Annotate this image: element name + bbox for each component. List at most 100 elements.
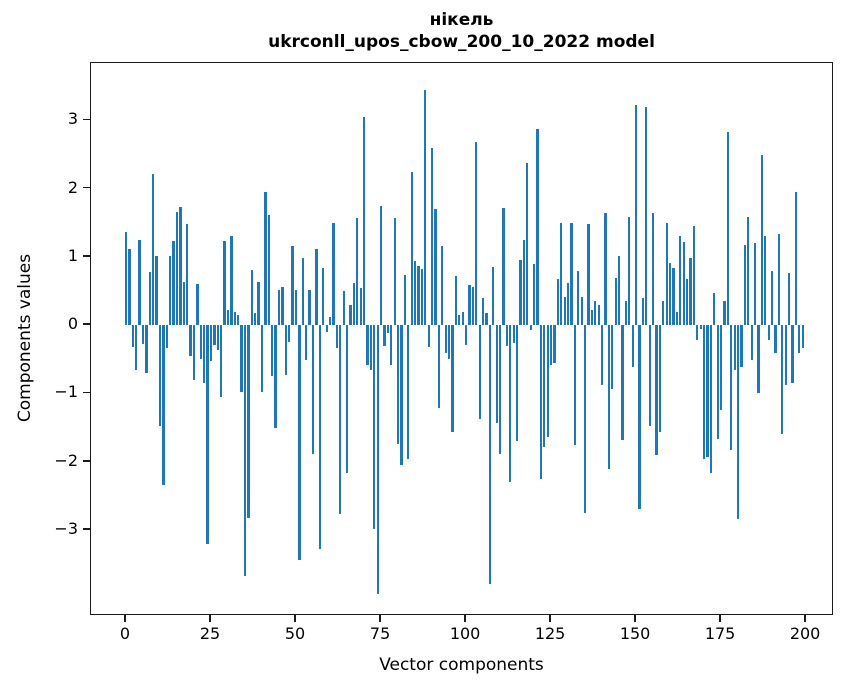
bar-component-153 [645,107,648,326]
bar-component-122 [539,325,543,480]
bar-component-47 [284,325,287,375]
bar-component-74 [376,325,379,595]
bar-component-16 [179,207,182,326]
bar-component-131 [570,223,573,326]
bar-component-25 [209,325,213,362]
bar-component-90 [430,148,434,326]
bar-component-160 [668,263,672,326]
bar-component-169 [699,325,702,329]
bar-component-14 [172,241,175,326]
y-tick-mark-3 [83,118,90,121]
x-tick-mark-75 [379,615,381,622]
bar-component-1 [128,248,131,326]
bar-component-162 [675,311,679,326]
bar-component-17 [182,282,185,326]
bar-component-46 [281,286,284,326]
x-tick-label-200: 200 [789,624,821,643]
bar-component-183 [747,216,750,326]
bar-component-125 [549,325,553,365]
bar-component-32 [233,311,236,326]
x-tick-label-50: 50 [284,624,306,643]
bar-component-159 [665,223,668,326]
bar-component-170 [702,325,706,459]
bar-component-143 [611,325,614,389]
bar-component-34 [240,325,243,393]
bar-component-134 [580,296,583,326]
bar-component-13 [169,255,172,326]
bar-component-175 [719,325,723,410]
bar-component-80 [396,325,400,444]
bar-component-149 [631,325,634,367]
y-tick-label-2: 2 [67,177,78,197]
bar-component-151 [638,325,641,510]
bar-component-167 [692,226,696,326]
bar-component-0 [124,231,128,326]
bar-component-66 [349,304,352,326]
bar-component-38 [254,312,257,326]
bar-component-102 [471,286,475,326]
bar-component-101 [468,284,471,326]
bar-component-12 [165,325,168,349]
bar-component-178 [730,325,733,451]
bar-component-50 [294,289,298,326]
bar-component-56 [315,249,318,326]
bar-component-18 [186,224,189,326]
bar-component-40 [260,325,264,393]
bar-component-137 [590,309,594,326]
bar-component-48 [288,325,291,342]
bar-component-75 [379,205,383,326]
bar-component-171 [706,325,709,457]
bar-component-93 [441,246,444,326]
bar-component-73 [373,325,376,530]
bar-component-24 [206,325,209,545]
bar-component-51 [298,325,301,561]
bar-component-41 [264,192,267,326]
bar-component-65 [345,325,349,474]
bar-component-92 [437,325,441,409]
bar-component-115 [515,325,519,441]
bar-component-128 [560,222,563,326]
bar-component-72 [369,325,373,371]
bar-component-77 [386,325,390,334]
bar-component-54 [308,289,311,326]
bar-component-148 [628,216,631,326]
y-tick-label--1: −1 [54,382,78,402]
bar-component-173 [713,293,716,326]
bar-component-5 [141,325,145,345]
x-tick-mark-200 [804,615,806,622]
bar-component-31 [230,236,233,326]
bar-component-106 [485,312,488,326]
bar-component-192 [777,233,781,326]
bar-component-196 [791,325,794,384]
bar-component-15 [175,211,179,326]
plot-area [90,62,833,615]
x-tick-mark-25 [209,615,211,622]
bar-component-69 [359,287,362,326]
bar-component-179 [733,325,736,371]
x-tick-label-150: 150 [619,624,651,643]
y-tick-label--2: −2 [54,450,78,470]
bar-component-85 [413,261,417,326]
bar-component-105 [481,297,485,326]
bar-component-116 [519,259,522,326]
bar-component-60 [328,317,332,326]
x-tick-mark-175 [719,615,721,622]
chart-title-model: ukrconll_upos_cbow_200_10_2022 model [268,32,655,52]
bar-component-191 [774,325,777,354]
bar-component-79 [393,218,396,326]
x-tick-label-125: 125 [534,624,566,643]
x-tick-label-100: 100 [449,624,481,643]
bar-component-87 [420,269,424,326]
bar-component-64 [342,291,345,326]
x-tick-label-75: 75 [369,624,391,643]
bar-component-187 [760,154,764,326]
y-tick-mark--1 [83,391,90,394]
bar-component-70 [362,116,366,326]
bar-component-45 [277,289,281,326]
bar-component-30 [226,310,230,326]
bar-component-97 [454,276,458,326]
x-tick-label-0: 0 [119,624,131,643]
bar-component-94 [444,325,447,354]
bar-component-198 [798,325,801,354]
